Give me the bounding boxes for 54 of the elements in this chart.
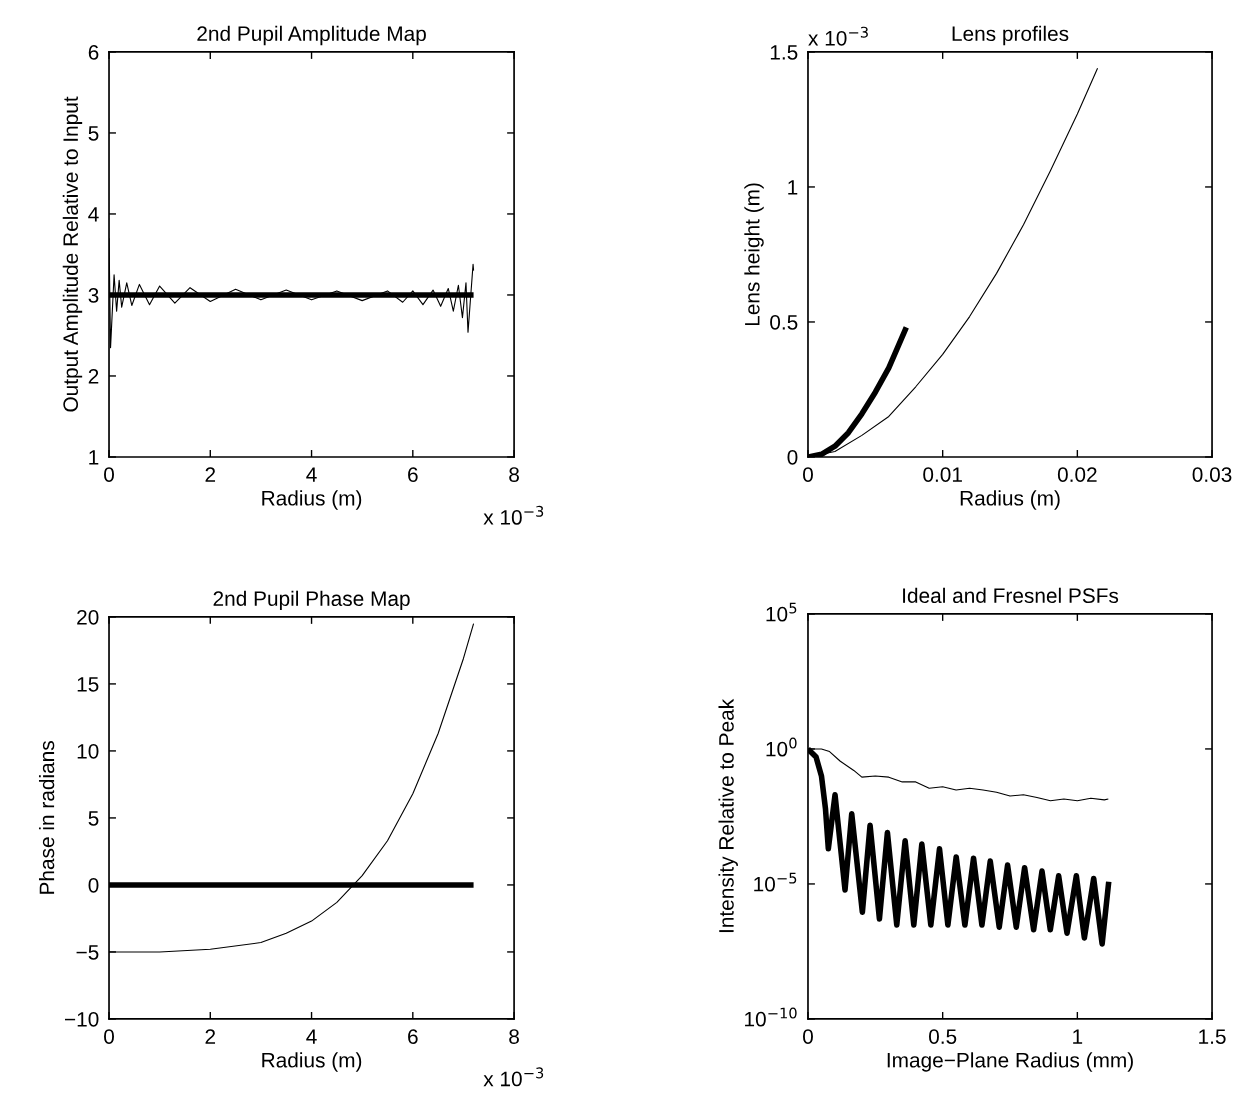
x-tick-label: 1.5 <box>1199 1029 1226 1044</box>
y-tick-label: 4 <box>88 207 99 222</box>
chart-title: Lens profiles <box>952 25 1069 46</box>
y-axis-title: Phase in radians <box>38 741 55 894</box>
y-tick-label: 1 <box>89 450 99 465</box>
x-tick-label: 0.01 <box>923 467 962 482</box>
x-tick-label: 0 <box>104 1029 114 1044</box>
chart-title: 2nd Pupil Phase Map <box>213 590 410 611</box>
y-tick-label: 10$^{−5}$ <box>754 872 797 892</box>
y-tick-label: 20 <box>77 609 99 625</box>
y-tick-label: 5 <box>88 126 99 141</box>
x-tick-label: 8 <box>509 467 519 482</box>
y-tick-label: 1.5 <box>770 45 798 60</box>
x-tick-label: 0.5 <box>929 1029 957 1044</box>
x-axis-title: Radius (m) <box>262 1052 362 1072</box>
y-tick-label: 5 <box>88 811 99 826</box>
y-tick-label: 10$^{5}$ <box>766 602 797 622</box>
x-tick-label: 6 <box>408 1029 418 1044</box>
x-tick-label: 8 <box>509 1029 519 1044</box>
y-axis-title: Lens height (m) <box>744 183 764 326</box>
y-tick-label: 15 <box>77 677 99 692</box>
y-tick-label: 1 <box>788 180 798 195</box>
x-tick-label: 0.02 <box>1057 467 1097 482</box>
x-tick-label: 2 <box>205 1029 216 1044</box>
x-axis-title: Image−Plane Radius (mm) <box>887 1052 1133 1072</box>
y-axis-title: Output Amplitude Relative to Input <box>62 96 83 412</box>
text: x 10$^{−3}$ <box>808 26 868 46</box>
y-tick-label: 0.5 <box>770 314 798 330</box>
x-tick-label: 4 <box>306 1029 317 1044</box>
text: x 10$^{−3}$ <box>483 1067 544 1087</box>
chart-title: Ideal and Fresnel PSFs <box>903 587 1119 604</box>
x-tick-label: 0 <box>803 467 813 482</box>
x-tick-label: 1 <box>1073 1029 1083 1044</box>
text: x 10$^{−3}$ <box>483 505 544 525</box>
x-tick-label: 0 <box>104 467 114 482</box>
y-tick-label: 0 <box>88 877 99 893</box>
x-tick-label: 0 <box>803 1029 813 1044</box>
y-tick-label: 10$^{−10}$ <box>745 1007 797 1027</box>
y-axis-title: Intensity Relative to Peak <box>718 698 738 933</box>
y-tick-label: 3 <box>88 287 99 303</box>
y-tick-label: 10$^{0}$ <box>766 737 797 757</box>
y-tick-label: 2 <box>88 368 99 384</box>
y-tick-label: 0 <box>787 449 798 465</box>
x-axis-title: Radius (m) <box>960 490 1060 510</box>
x-tick-label: 2 <box>205 467 216 482</box>
y-tick-label: 6 <box>88 44 99 60</box>
x-axis-title: Radius (m) <box>262 490 362 510</box>
y-tick-label: −5 <box>76 945 99 960</box>
x-tick-label: 6 <box>408 467 418 482</box>
y-tick-label: 10 <box>77 743 99 759</box>
x-tick-label: 0.03 <box>1192 467 1232 482</box>
chart-title: 2nd Pupil Amplitude Map <box>197 25 426 46</box>
y-tick-label: −10 <box>64 1011 99 1027</box>
x-tick-label: 4 <box>306 467 317 482</box>
